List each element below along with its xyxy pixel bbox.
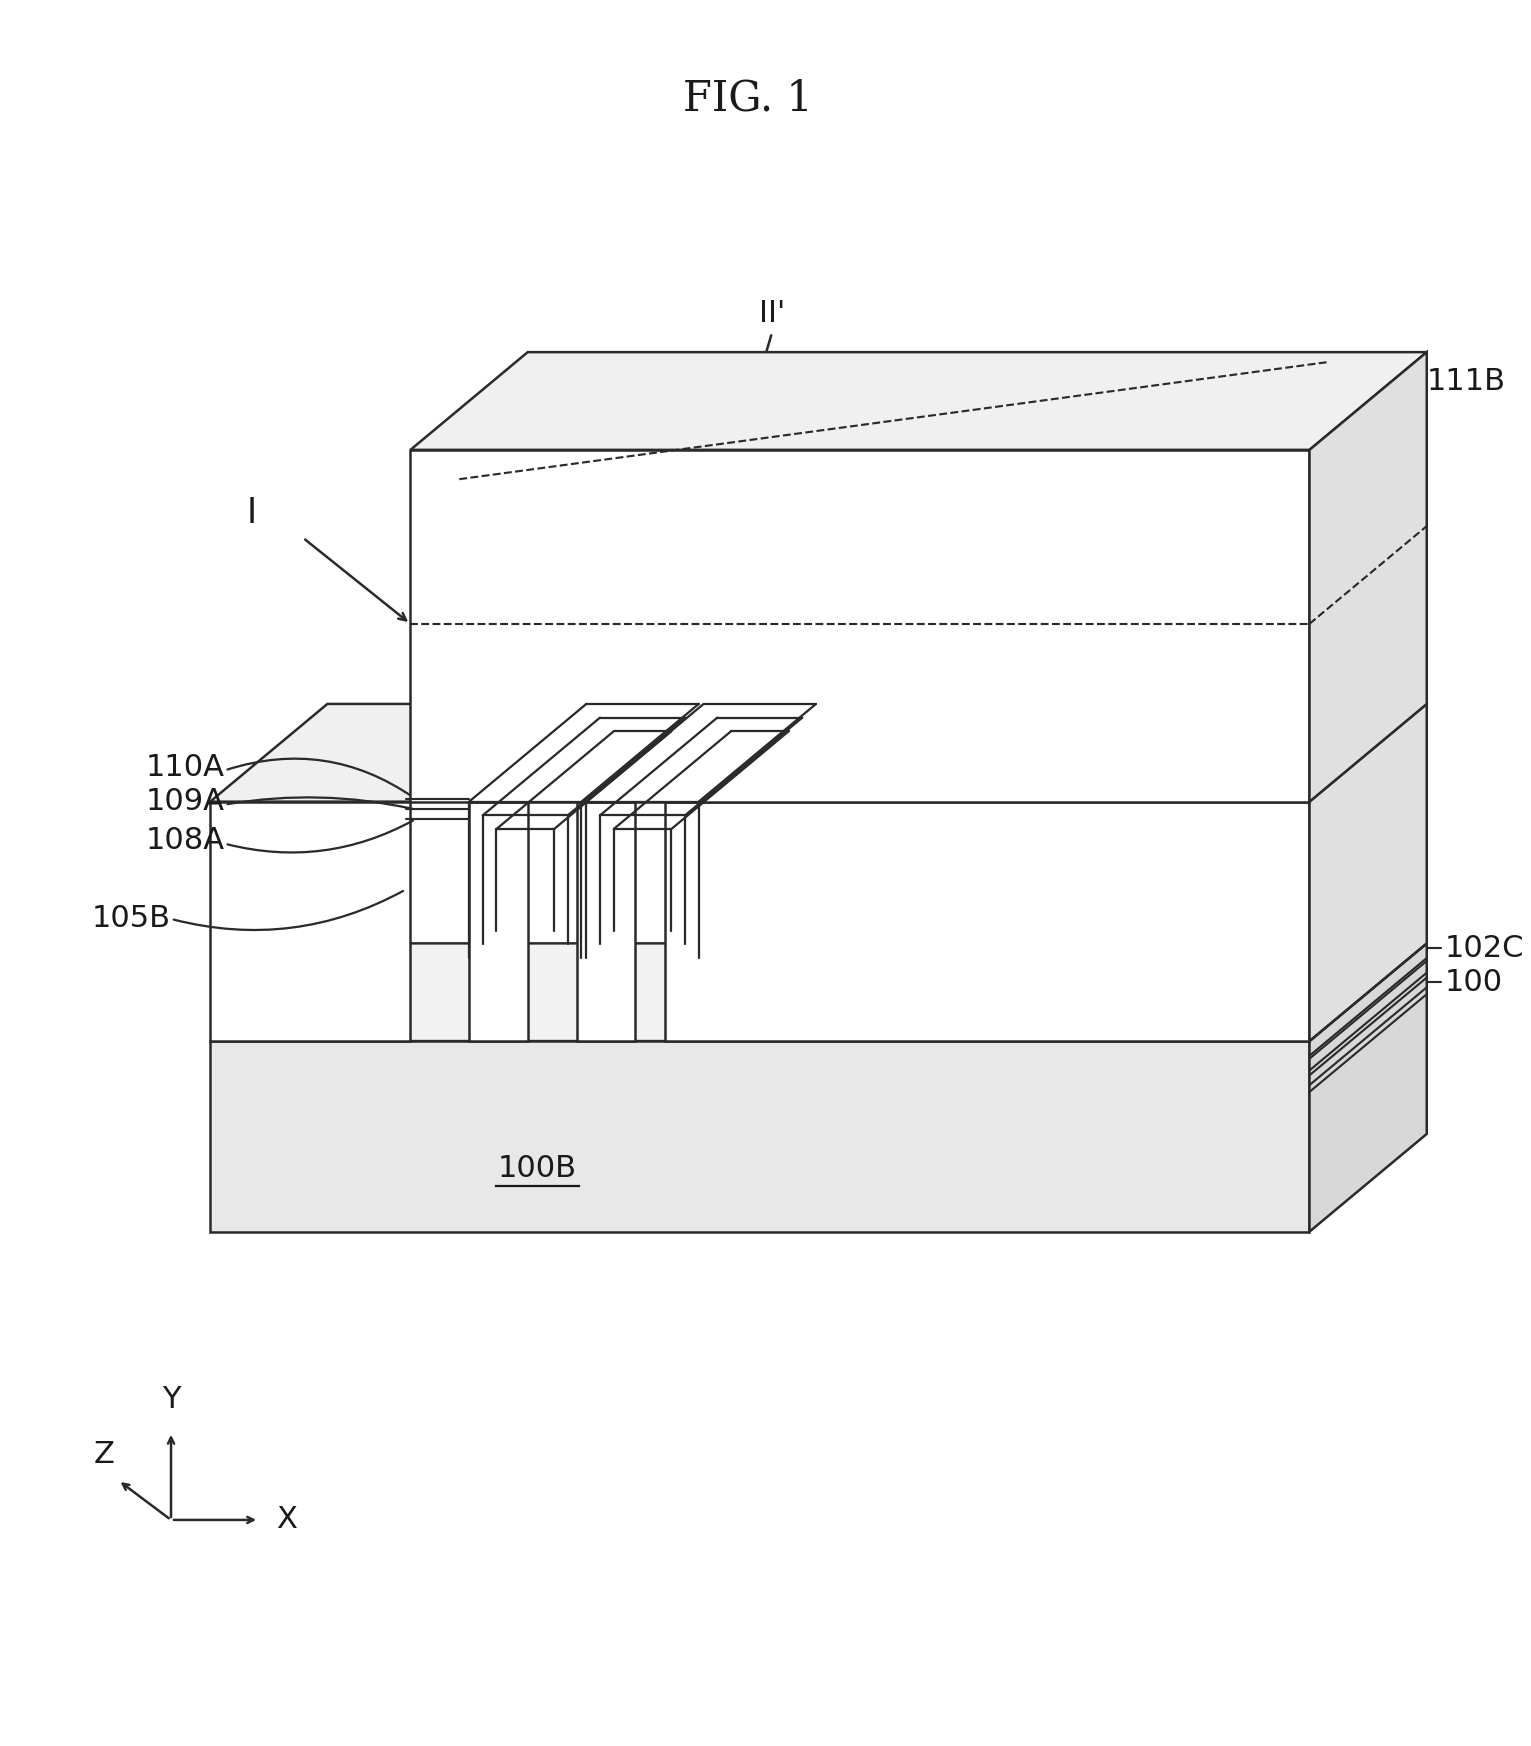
Text: 105B: 105B (92, 904, 171, 934)
Polygon shape (210, 704, 528, 801)
Text: II: II (444, 702, 464, 735)
Text: 108A: 108A (145, 826, 225, 856)
Polygon shape (664, 801, 1309, 1041)
Polygon shape (1309, 943, 1427, 1231)
Text: 110A: 110A (145, 753, 225, 782)
Polygon shape (577, 801, 635, 1041)
Polygon shape (410, 450, 1309, 801)
Polygon shape (577, 704, 752, 801)
Text: Y: Y (162, 1385, 181, 1414)
Text: I': I' (1358, 560, 1378, 594)
Text: II': II' (759, 299, 785, 328)
Text: 100B: 100B (498, 1154, 577, 1182)
Polygon shape (210, 801, 410, 1041)
Text: 109A: 109A (145, 787, 225, 815)
Polygon shape (410, 353, 1427, 450)
Polygon shape (664, 704, 1427, 801)
Text: 111B: 111B (1427, 367, 1507, 396)
Polygon shape (1309, 704, 1427, 1041)
Polygon shape (1309, 353, 1427, 801)
Polygon shape (210, 1041, 1309, 1231)
Text: Z: Z (93, 1440, 113, 1468)
Text: 100: 100 (1444, 967, 1502, 997)
Text: FIG. 1: FIG. 1 (683, 79, 813, 120)
Polygon shape (468, 801, 528, 1041)
Text: X: X (277, 1505, 297, 1535)
Text: I: I (246, 496, 257, 531)
Polygon shape (468, 704, 645, 801)
Polygon shape (210, 943, 1427, 1041)
Text: 102C: 102C (1444, 934, 1523, 962)
